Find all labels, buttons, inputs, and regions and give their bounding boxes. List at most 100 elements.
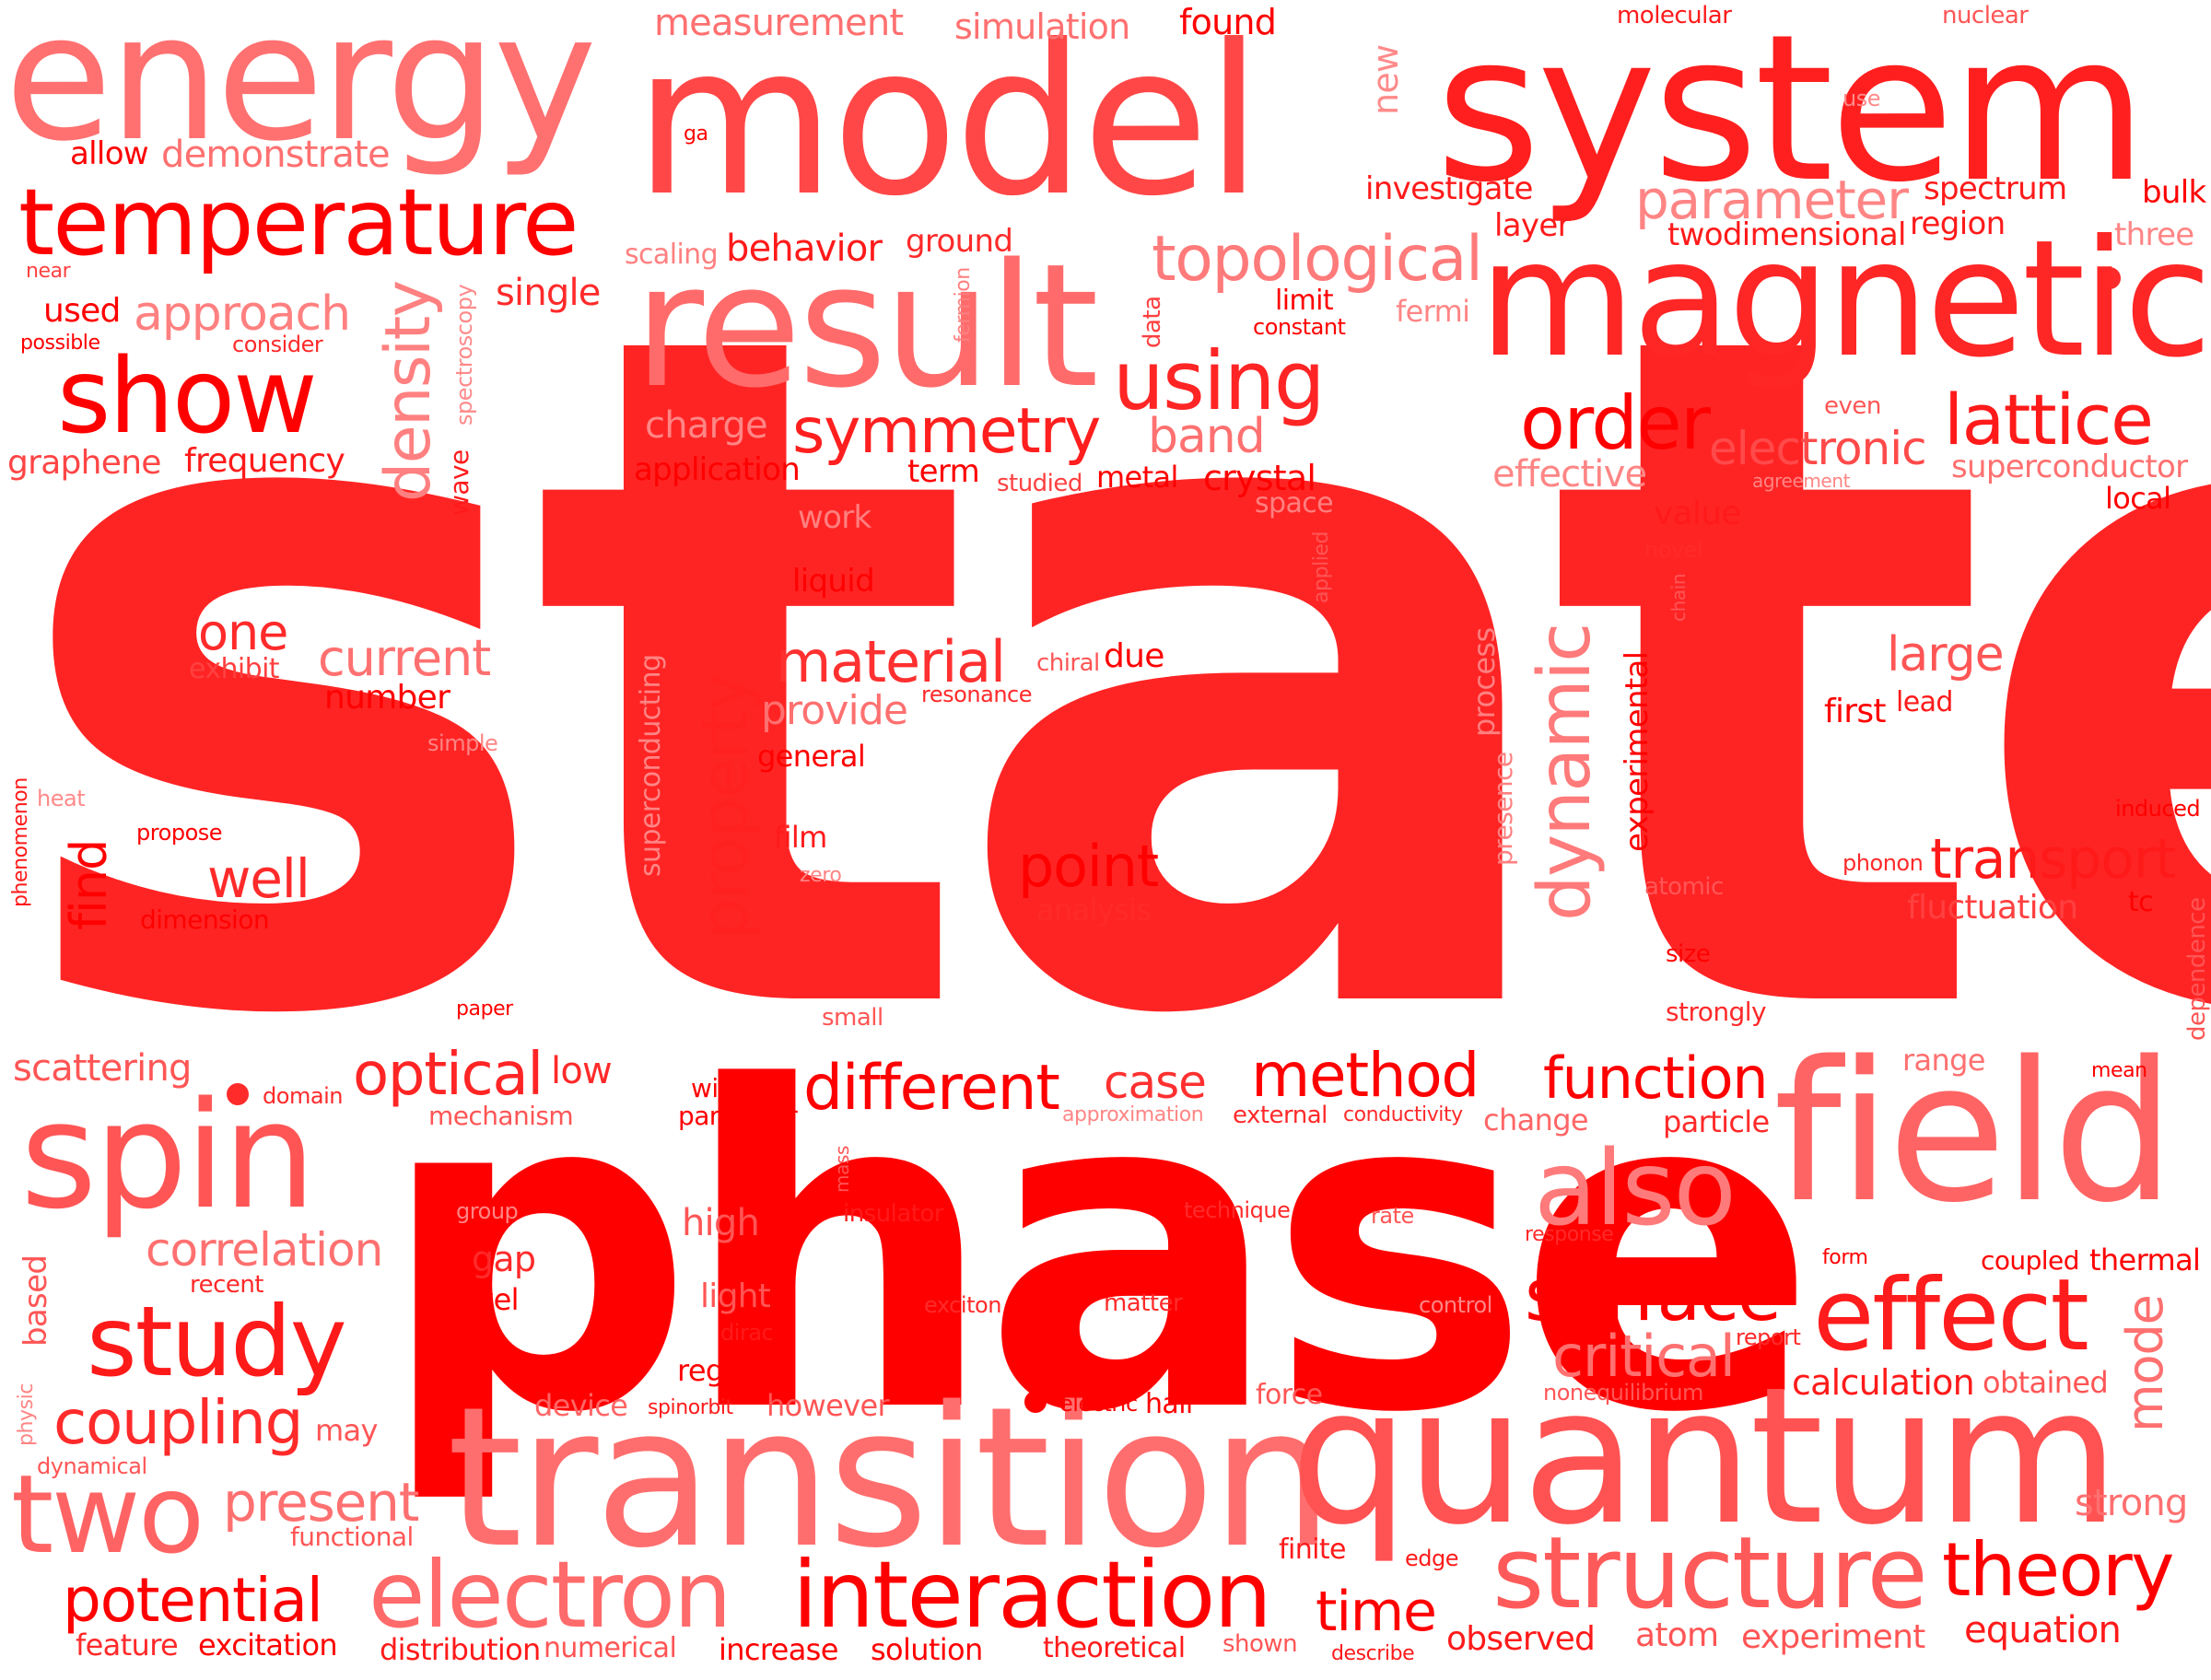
word-fermi: fermi: [1396, 294, 1470, 329]
word-electron: electron: [368, 1541, 731, 1649]
word-dynamic: dynamic: [1524, 624, 1607, 921]
word-coupled: coupled: [1981, 1245, 2079, 1276]
word-local: local: [2105, 481, 2171, 516]
word-different: different: [803, 1052, 1060, 1125]
word-approximation: approximation: [1062, 1103, 1204, 1126]
word-heat: heat: [37, 786, 86, 811]
word-large: large: [1887, 627, 2005, 682]
word-hall: hall: [1145, 1388, 1193, 1420]
word-rate: rate: [1371, 1203, 1414, 1229]
word-work: work: [798, 499, 872, 536]
word-simulation: simulation: [954, 6, 1130, 47]
word-coupling: coupling: [53, 1387, 304, 1458]
word-found: found: [1179, 2, 1277, 42]
word-spinorbit: spinorbit: [648, 1396, 733, 1419]
word-phenomenon: phenomenon: [9, 777, 32, 907]
word-group: group: [456, 1198, 519, 1224]
word-induced: induced: [2115, 796, 2201, 822]
word-paper: paper: [456, 998, 513, 1021]
word-thermal: thermal: [2089, 1242, 2201, 1278]
word-presence: presence: [1488, 752, 1518, 866]
word-numerical: numerical: [544, 1632, 677, 1664]
word-observed: observed: [1446, 1620, 1596, 1658]
word-symmetry: symmetry: [792, 395, 1101, 468]
word-result: result: [634, 227, 1099, 426]
word-provide: provide: [761, 687, 908, 734]
word-study: study: [87, 1286, 347, 1398]
word-new: new: [1365, 44, 1406, 115]
word-based: based: [18, 1254, 54, 1347]
word-surface: surface: [1525, 1254, 1782, 1337]
word-quantum: quantum: [1290, 1348, 2120, 1567]
word-studied: studied: [997, 470, 1082, 497]
word-using: using: [1113, 333, 1326, 428]
word-charge: charge: [645, 404, 768, 447]
word-range: range: [1902, 1043, 1985, 1078]
word-metal: metal: [1096, 460, 1178, 495]
word-small: small: [822, 1004, 883, 1032]
word-size: size: [1666, 940, 1711, 968]
word-external: external: [1233, 1102, 1328, 1129]
word-liquid: liquid: [792, 563, 875, 600]
word-model: model: [634, 1, 1263, 242]
word-conductivity: conductivity: [1343, 1103, 1463, 1126]
word-spectrum: spectrum: [1924, 170, 2067, 207]
word-ground: ground: [906, 223, 1013, 260]
word-parameter: parameter: [1635, 169, 1909, 231]
word-applied: applied: [1310, 531, 1333, 603]
word-frequency: frequency: [184, 442, 345, 480]
word-well: well: [207, 847, 310, 910]
word-theory: theory: [1942, 1527, 2174, 1613]
word-crystal: crystal: [1203, 458, 1316, 498]
word-structure: structure: [1492, 1516, 1928, 1631]
word-magnetic: magnetic: [1479, 206, 2211, 393]
word-phase: phase: [378, 995, 1818, 1510]
word-function: function: [1543, 1044, 1769, 1112]
word-band: band: [1148, 409, 1266, 464]
word-particular: particular: [678, 1101, 798, 1131]
word-approach: approach: [134, 286, 351, 342]
word-topological: topological: [1152, 223, 1483, 296]
word-number: number: [324, 679, 450, 717]
word-device: device: [534, 1388, 628, 1423]
word-obtained: obtained: [1983, 1365, 2109, 1400]
word-insulator: insulator: [843, 1200, 944, 1228]
word-case: case: [1104, 1056, 1207, 1109]
word-constant: constant: [1253, 314, 1346, 340]
word-process: process: [1467, 627, 1502, 738]
word-one: one: [198, 603, 288, 661]
word-investigate: investigate: [1365, 170, 1533, 207]
word-response: response: [1525, 1223, 1614, 1246]
word-wave: wave: [444, 449, 474, 516]
word-matter: matter: [1104, 1289, 1183, 1317]
word-experiment: experiment: [1741, 1618, 1925, 1656]
word-dependence: dependence: [2183, 897, 2211, 1041]
word-mode: mode: [2116, 1295, 2174, 1432]
word-superconductor: superconductor: [1951, 449, 2188, 485]
word-space: space: [1255, 487, 1334, 519]
word-low: low: [551, 1050, 613, 1092]
word-gap: gap: [472, 1239, 536, 1279]
word-level: level: [451, 1282, 520, 1317]
word-current: current: [318, 629, 491, 687]
word-effective: effective: [1492, 453, 1647, 496]
word-demonstrate: demonstrate: [161, 134, 391, 176]
word-strong: strong: [2075, 1482, 2188, 1524]
word-feature: feature: [76, 1628, 179, 1662]
word-nuclear: nuclear: [1942, 2, 2029, 29]
word-regime: regime: [677, 1353, 778, 1388]
word-due: due: [1104, 637, 1164, 675]
word-limit: limit: [1275, 285, 1334, 317]
word-theoretical: theoretical: [1043, 1632, 1186, 1664]
word-atomic: atomic: [1644, 873, 1724, 901]
word-within: within: [691, 1073, 766, 1103]
word-scattering: scattering: [13, 1047, 192, 1090]
word-novel: novel: [1644, 537, 1703, 563]
word-temperature: temperature: [18, 169, 579, 276]
word-correlation: correlation: [146, 1223, 383, 1277]
word-domain: domain: [263, 1083, 344, 1109]
word-lattice: lattice: [1944, 379, 2154, 461]
word-analysis: analysis: [1036, 892, 1152, 928]
word-increase: increase: [719, 1632, 838, 1667]
word-show: show: [57, 337, 318, 457]
